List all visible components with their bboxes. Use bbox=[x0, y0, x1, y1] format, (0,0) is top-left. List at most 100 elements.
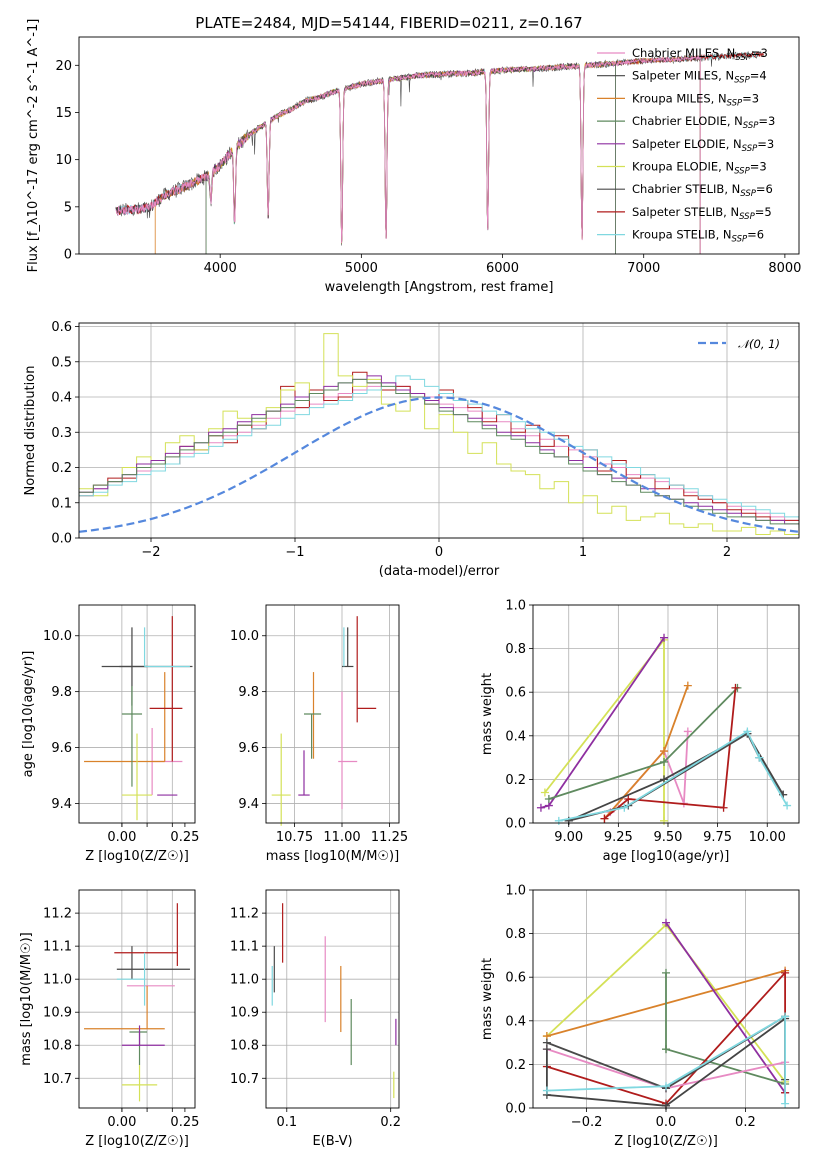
y-tick-label: 11.0 bbox=[43, 973, 72, 988]
y-tick-label: 0.2 bbox=[505, 773, 526, 788]
y-tick-label: 0.0 bbox=[505, 817, 526, 832]
legend-label-sub: SSP bbox=[739, 212, 755, 222]
errorbar-point bbox=[143, 627, 190, 668]
weight-point-marker bbox=[542, 1045, 551, 1054]
histogram-series bbox=[79, 375, 799, 525]
x-tick-label: 2 bbox=[723, 545, 731, 560]
weight-point-marker bbox=[660, 633, 669, 642]
weight-point-marker bbox=[781, 968, 790, 977]
spectrum-series-line bbox=[205, 60, 616, 254]
residuals-legend: 𝒩(0, 1) bbox=[698, 337, 780, 351]
age_vs_Z-axes: 0.00 0.25 9.4 9.6 9.8 10.0 Z [log10(Z/Z☉)] age … bbox=[21, 604, 199, 864]
chart-title: PLATE=2484, MJD=54144, FIBERID=0211, z=0… bbox=[195, 14, 582, 32]
y-tick-label: 9.4 bbox=[238, 797, 259, 812]
legend-label-suffix: =6 bbox=[747, 228, 764, 242]
errorbar-point bbox=[338, 691, 358, 810]
errorbar-point bbox=[271, 733, 291, 826]
legend-label-name: Kroupa STELIB, N bbox=[632, 228, 732, 242]
x-axis-label: mass [log10(M/M☉)] bbox=[266, 849, 399, 864]
legend-label-sub: SSP bbox=[743, 121, 759, 131]
legend-label: Chabrier MILES, NSSP=3 bbox=[632, 46, 768, 63]
y-axis-label: Normed distribution bbox=[23, 366, 38, 496]
weight-point-marker bbox=[755, 753, 764, 762]
age_vs_mass-panel: 10.75 11.00 11.25 9.4 9.6 9.8 10.0 mass [log10(… bbox=[230, 604, 408, 864]
y-tick-label: 0.6 bbox=[51, 320, 72, 335]
y-tick-label: 10.7 bbox=[230, 1072, 259, 1087]
x-tick-label: 0.2 bbox=[735, 1115, 756, 1130]
x-tick-label: 10.75 bbox=[276, 830, 313, 845]
legend-label-sub: SSP bbox=[734, 167, 750, 177]
legend-label-suffix: =3 bbox=[751, 46, 768, 60]
legend-label: Kroupa MILES, NSSP=3 bbox=[632, 91, 759, 108]
x-tick-label: −1 bbox=[285, 545, 304, 560]
y-tick-label: 11.2 bbox=[230, 907, 259, 922]
errorbar-point bbox=[298, 750, 310, 796]
y-tick-label: 0.4 bbox=[505, 729, 526, 744]
legend-label-sub: SSP bbox=[727, 98, 743, 108]
y-tick-label: 0.0 bbox=[51, 532, 72, 547]
x-tick-label: 8000 bbox=[768, 261, 801, 276]
legend-label-name: Salpeter MILES, N bbox=[632, 69, 734, 83]
y-tick-label: 10.7 bbox=[43, 1072, 72, 1087]
y-tick-label: 11.1 bbox=[43, 940, 72, 955]
y-tick-label: 11.0 bbox=[230, 973, 259, 988]
mass_vs_Z-panel: 0.00 0.25 10.7 10.8 10.9 11.0 11.1 11.2 Z [log10… bbox=[19, 889, 199, 1149]
errorbar-point bbox=[121, 1025, 165, 1046]
y-tick-label: 10.0 bbox=[43, 629, 72, 644]
y-axis-label: Flux [f_λ10^-17 erg cm^-2 s^-1 A^-1] bbox=[26, 19, 41, 273]
weight-point-marker bbox=[536, 803, 545, 812]
y-tick-label: 1.0 bbox=[505, 599, 526, 614]
weights_vs_Z-panel: −0.2 0.0 0.2 0.0 0.2 0.4 0.6 0.8 1.0 Z [log10(Z/Z… bbox=[480, 884, 800, 1149]
legend-label-suffix: =4 bbox=[750, 69, 767, 83]
y-tick-label: 0.6 bbox=[505, 971, 526, 986]
x-tick-label: 0.25 bbox=[170, 830, 199, 845]
legend-label-sub: SSP bbox=[735, 53, 751, 63]
legend-label-suffix: =3 bbox=[758, 114, 775, 128]
y-tick-label: 9.8 bbox=[51, 685, 72, 700]
x-tick-label: 9.00 bbox=[554, 830, 583, 845]
legend-label: Salpeter MILES, NSSP=4 bbox=[632, 69, 767, 86]
weight-point-marker bbox=[540, 788, 549, 797]
weight-point-marker bbox=[683, 727, 692, 736]
y-tick-label: 10.9 bbox=[43, 1006, 72, 1021]
x-tick-label: 6000 bbox=[486, 261, 519, 276]
y-tick-label: 11.1 bbox=[230, 940, 259, 955]
errorbar-point bbox=[121, 733, 153, 821]
x-tick-label: 1 bbox=[579, 545, 587, 560]
errorbar-point bbox=[84, 672, 166, 763]
y-tick-label: 9.6 bbox=[51, 741, 72, 756]
weight-point-marker bbox=[683, 681, 692, 690]
weight-point-marker bbox=[660, 747, 669, 756]
weight-series-line bbox=[665, 922, 786, 1094]
errorbar-point bbox=[116, 952, 146, 1006]
legend-label-sub: SSP bbox=[740, 189, 756, 199]
weight-point-marker bbox=[731, 683, 740, 692]
residuals-axes: −2 −1 0 1 2 0.0 0.1 0.2 0.3 0.4 0.5 0.6 (data-model)… bbox=[23, 320, 800, 579]
x-tick-label: −0.2 bbox=[571, 1115, 603, 1130]
age_vs_Z-frame bbox=[78, 604, 196, 824]
x-axis-label: E(B-V) bbox=[312, 1134, 352, 1149]
x-tick-label: 9.25 bbox=[604, 830, 633, 845]
mass_vs_ebv-frame bbox=[265, 889, 400, 1109]
x-tick-label: 4000 bbox=[204, 261, 237, 276]
x-axis-label: Z [log10(Z/Z☉)] bbox=[614, 1134, 718, 1149]
weight-point-marker bbox=[660, 757, 669, 766]
x-tick-label: 0.1 bbox=[276, 1115, 297, 1130]
weight-point-marker bbox=[620, 803, 629, 812]
y-tick-label: 10.8 bbox=[43, 1039, 72, 1054]
weights_vs_age-marks bbox=[536, 633, 792, 825]
y-tick-label: 10.8 bbox=[230, 1039, 259, 1054]
mass_vs_ebv-grid bbox=[266, 890, 399, 1108]
y-tick-label: 0.3 bbox=[51, 426, 72, 441]
y-tick-label: 10.0 bbox=[230, 629, 259, 644]
mass_vs_ebv-panel: 0.1 0.2 10.7 10.8 10.9 11.0 11.1 11.2 E(B-V) bbox=[230, 889, 401, 1149]
age_vs_mass-axes: 10.75 11.00 11.25 9.4 9.6 9.8 10.0 mass [log10(… bbox=[230, 604, 408, 864]
x-tick-label: 11.25 bbox=[371, 830, 408, 845]
legend-label-name: Kroupa MILES, N bbox=[632, 91, 727, 105]
y-tick-label: 0.0 bbox=[505, 1102, 526, 1117]
x-tick-label: −2 bbox=[141, 545, 160, 560]
y-tick-label: 0.4 bbox=[505, 1014, 526, 1029]
spectrum-series-line bbox=[115, 55, 701, 254]
legend-label-sub: SSP bbox=[734, 76, 750, 86]
spectrum-panel: 4000 5000 6000 7000 8000 0 5 10 15 20 wavelength [… bbox=[26, 19, 801, 295]
